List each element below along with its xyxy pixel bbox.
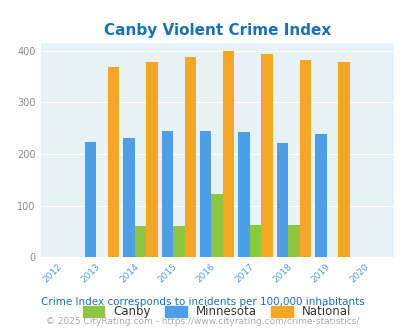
Bar [161, 131, 173, 257]
Bar [173, 226, 184, 257]
Bar [314, 134, 326, 257]
Bar [211, 194, 222, 257]
Bar [238, 132, 249, 257]
Bar [85, 142, 96, 257]
Bar [134, 226, 146, 257]
Bar [299, 60, 311, 257]
Text: Crime Index corresponds to incidents per 100,000 inhabitants: Crime Index corresponds to incidents per… [41, 297, 364, 307]
Bar [288, 225, 299, 257]
Bar [249, 225, 261, 257]
Bar [184, 57, 196, 257]
Bar [107, 67, 119, 257]
Bar [123, 138, 134, 257]
Bar [276, 143, 288, 257]
Bar [222, 50, 234, 257]
Bar [199, 131, 211, 257]
Legend: Canby, Minnesota, National: Canby, Minnesota, National [79, 302, 354, 322]
Bar [261, 54, 272, 257]
Title: Canby Violent Crime Index: Canby Violent Crime Index [103, 22, 330, 38]
Text: © 2025 CityRating.com - https://www.cityrating.com/crime-statistics/: © 2025 CityRating.com - https://www.city… [46, 317, 359, 326]
Bar [337, 61, 349, 257]
Bar [146, 62, 157, 257]
